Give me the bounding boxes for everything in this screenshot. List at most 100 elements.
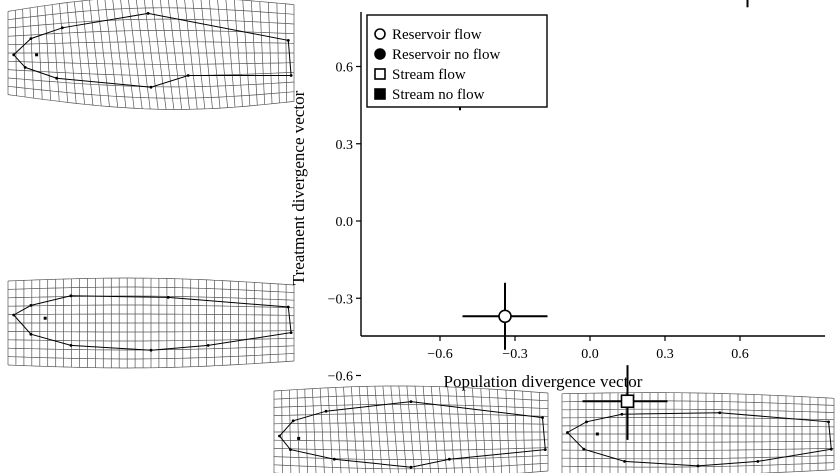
x-tick-label: −0.3 <box>502 347 527 362</box>
grid-line <box>562 455 835 460</box>
legend-marker <box>374 28 386 40</box>
grid-line <box>562 425 835 428</box>
deformation-grid-top-left <box>7 0 295 110</box>
deformation-grid-bottom-right <box>561 392 835 473</box>
grid-line <box>390 385 399 473</box>
fish-outline <box>566 412 832 467</box>
landmark-dot <box>206 344 210 347</box>
landmark-dot <box>166 296 170 299</box>
landmark-dot <box>149 85 153 89</box>
landmark-dot <box>829 447 833 451</box>
grid-line <box>7 295 295 301</box>
deformation-grids <box>7 0 835 473</box>
landmark-dot <box>289 331 293 334</box>
eye-landmark <box>35 53 39 57</box>
data-point <box>498 309 512 324</box>
landmark-dot <box>146 12 150 15</box>
grid-line <box>366 386 375 473</box>
landmark-dot <box>543 448 547 451</box>
grid-line <box>273 385 549 394</box>
grid-line <box>176 0 190 110</box>
grid-line <box>7 304 295 309</box>
landmark-dot <box>278 434 281 438</box>
landmark-dot <box>29 37 33 40</box>
landmark-dot <box>69 344 73 347</box>
landmark-dot <box>286 39 290 42</box>
grid-line <box>7 18 295 29</box>
grid-line <box>273 439 549 442</box>
grid-line <box>143 0 159 110</box>
landmark-dot <box>289 74 293 77</box>
landmark-dot <box>23 66 27 69</box>
grid-line <box>472 387 479 473</box>
landmark-dot <box>620 412 624 416</box>
grid-line <box>7 330 295 333</box>
grid-line <box>225 0 236 108</box>
landmark-dot <box>286 305 290 309</box>
grid-line <box>184 0 198 110</box>
grid-line <box>319 388 325 473</box>
grid-line <box>7 41 295 46</box>
y-tick-label: −0.3 <box>328 292 353 307</box>
grid-line <box>358 386 367 473</box>
y-axis-title: Treatment divergence vector <box>289 90 308 285</box>
landmark-dot <box>289 448 292 451</box>
grid-line <box>7 94 295 110</box>
x-tick-label: −0.6 <box>427 347 452 362</box>
x-axis-title: Population divergence vector <box>444 372 643 391</box>
grid-line <box>350 386 358 473</box>
landmark-dot <box>566 431 569 434</box>
grid-line <box>7 77 295 88</box>
grid-line <box>561 447 835 451</box>
landmark-dot <box>55 76 59 80</box>
x-tick-label: 0.0 <box>581 347 599 362</box>
grid-line <box>488 388 495 473</box>
grid-line <box>455 387 463 473</box>
grid-line <box>304 389 309 473</box>
landmark-dot <box>827 420 830 424</box>
grid-line <box>414 386 424 473</box>
grid-line <box>7 360 295 369</box>
eye-landmark <box>595 432 599 436</box>
deformation-grid-mid-left <box>7 277 295 369</box>
grid-line <box>7 0 295 12</box>
grid-line <box>217 0 228 108</box>
grid-line <box>422 386 432 473</box>
grid-line <box>7 313 295 316</box>
grid-line <box>562 408 835 413</box>
y-tick-label: 0.3 <box>336 138 354 153</box>
landmark-dot <box>585 420 588 424</box>
series-stream-flow <box>582 365 668 440</box>
scatter-plot: −0.6−0.30.00.30.6−0.6−0.30.00.30.60.91.2… <box>289 0 825 440</box>
grid-line <box>312 388 317 473</box>
y-tick-label: 0.6 <box>336 61 354 76</box>
landmark-dot <box>149 348 153 352</box>
landmark-dot <box>409 465 413 469</box>
x-tick-label: 0.3 <box>656 347 674 362</box>
grid-line <box>296 389 300 473</box>
landmark-dot <box>324 409 328 413</box>
grid-line <box>273 413 549 417</box>
y-tick-label: −0.6 <box>328 370 353 385</box>
grid-line <box>167 0 183 110</box>
grid-line <box>505 389 510 473</box>
landmark-dot <box>186 74 190 77</box>
axis-ticks: −0.6−0.30.00.30.6−0.6−0.30.00.30.60.91.2… <box>328 61 749 385</box>
x-tick-label: 0.6 <box>731 347 749 362</box>
grid-line <box>112 0 127 108</box>
grid-line <box>463 387 471 473</box>
grid-line <box>273 422 549 425</box>
grid-line <box>7 60 295 65</box>
grid-line <box>289 390 292 473</box>
landmark-dot <box>447 457 451 461</box>
landmark-dot <box>696 464 700 468</box>
grid-line <box>273 447 549 451</box>
grid-line <box>7 85 295 99</box>
landmark-dot <box>12 53 16 57</box>
series-reservoir-flow <box>462 282 548 350</box>
series-stream-no-flow <box>746 0 749 8</box>
legend-marker <box>374 88 386 100</box>
deformation-grid-bottom-center <box>273 385 549 473</box>
legend: Reservoir flow Reservoir no flow Stream fl… <box>366 14 548 108</box>
